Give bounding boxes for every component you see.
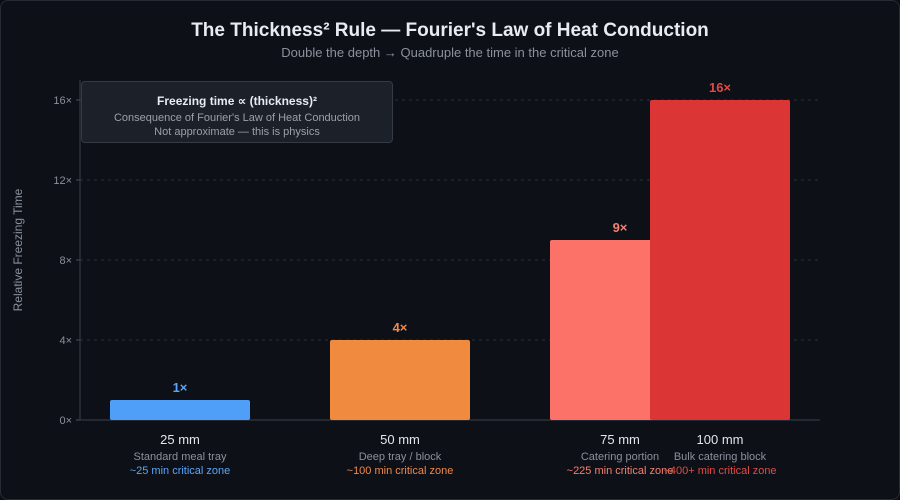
annotation-title: Freezing time ∝ (thickness)² [157, 94, 317, 108]
x-category-label: 75 mm [600, 432, 640, 447]
chart-subtitle: Double the depth → Quadruple the time in… [281, 45, 619, 60]
x-category-label: 50 mm [380, 432, 420, 447]
bar-value-label: 9× [613, 220, 628, 235]
bar-value-label: 4× [393, 320, 408, 335]
bar [110, 400, 250, 420]
y-axis-label: Relative Freezing Time [11, 188, 25, 311]
x-category-zone: ~25 min critical zone [130, 465, 231, 477]
bar [650, 100, 790, 420]
annotation-line: Consequence of Fourier's Law of Heat Con… [113, 112, 361, 124]
x-category-description: Deep tray / block [359, 451, 442, 463]
annotation-box: Freezing time ∝ (thickness)² Consequence… [81, 81, 393, 143]
y-tick-label: 16× [53, 95, 72, 107]
y-tick-label: 8× [59, 255, 72, 267]
x-category-description: Standard meal tray [134, 451, 227, 463]
x-category-label: 100 mm [697, 432, 744, 447]
x-category-description: Bulk catering block [674, 451, 767, 463]
x-category-zone: ~100 min critical zone [347, 465, 454, 477]
bar-value-label: 1× [173, 380, 188, 395]
y-tick-label: 4× [59, 335, 72, 347]
x-category-zone: ~225 min critical zone [567, 465, 674, 477]
x-category-zone: ~400+ min critical zone [663, 465, 776, 477]
annotation-line: Not approximate — this is physics [154, 126, 320, 138]
chart-title: The Thickness² Rule — Fourier's Law of H… [191, 20, 709, 41]
bar [330, 340, 470, 420]
x-category-description: Catering portion [581, 451, 659, 463]
bar-value-label: 16× [709, 80, 731, 95]
y-tick-label: 12× [53, 175, 72, 187]
x-category-label: 25 mm [160, 432, 200, 447]
y-tick-label: 0× [59, 415, 72, 427]
